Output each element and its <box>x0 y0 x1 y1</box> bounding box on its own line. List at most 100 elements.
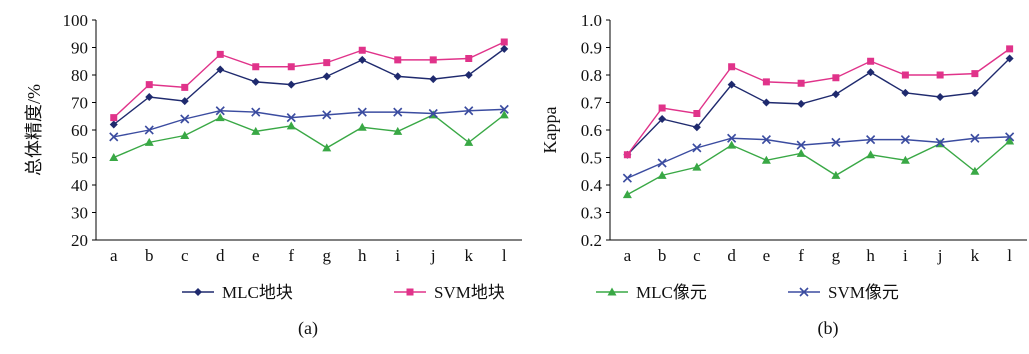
panel-a-data-point <box>322 110 332 120</box>
panel-b-x-tick-label: k <box>971 246 980 265</box>
panel-a-x-tick-label: c <box>181 246 189 265</box>
panel-a-data-point <box>110 114 118 122</box>
panel-b-y-tick-label: 0.5 <box>581 149 602 168</box>
panel-a-y-tick-label: 60 <box>71 121 88 140</box>
panel-a-y-tick-label: 100 <box>63 11 89 30</box>
panel-b-x-tick-label: g <box>832 246 841 265</box>
panel-b-data-point <box>901 88 910 97</box>
panel-b-data-point <box>901 71 909 79</box>
panel-a-data-point <box>144 125 154 135</box>
panel-a-data-point <box>322 72 331 81</box>
panel-b-data-point <box>658 104 666 112</box>
panel-b-data-point <box>900 155 910 164</box>
panel-b-data-point <box>727 140 737 149</box>
panel-b-x-tick-label: c <box>693 246 701 265</box>
panel-b-data-point <box>658 115 667 123</box>
panel-b-x-tick-label: f <box>798 246 804 265</box>
panel-b-data-point <box>796 148 806 157</box>
panel-a-x-tick-label: g <box>323 246 332 265</box>
legend-marker <box>607 287 617 296</box>
panel-a-data-point <box>357 122 367 131</box>
panel-a-data-point <box>465 55 473 62</box>
panel-b-series-line <box>626 58 1011 156</box>
panel-a-data-point <box>357 107 367 117</box>
panel-a-data-point <box>500 44 509 53</box>
panel-a-x-tick-label: b <box>145 246 154 265</box>
panel-a-data-point <box>322 143 332 152</box>
panel-a-data-point <box>144 137 154 146</box>
panel-a-y-tick-label: 90 <box>71 39 88 58</box>
panel-a-data-point <box>464 137 474 146</box>
panel-b-x-tick-label: b <box>658 246 667 265</box>
panel-b-y-tick-label: 0.4 <box>581 176 603 195</box>
panel-a-data-point <box>251 77 260 86</box>
panel-b-data-point <box>622 190 632 199</box>
panel-a-data-point <box>358 46 366 54</box>
panel-a-series-3 <box>109 110 509 161</box>
panel-a-x-tick-label: f <box>288 246 294 265</box>
panel-b-series-line <box>627 140 1011 196</box>
panel-b-data-point <box>657 170 667 179</box>
panel-b-data-point <box>867 57 875 65</box>
panel-a-x-tick-label: d <box>216 246 225 265</box>
panel-b-series-2 <box>623 45 1014 159</box>
panel-b-data-point <box>935 137 945 147</box>
panel-b-data-point <box>936 71 944 79</box>
panel-a-data-point <box>393 107 403 117</box>
panel-b-data-point <box>761 155 771 164</box>
legend-item: MLC像元 <box>596 283 707 302</box>
panel-b-data-point <box>693 110 701 117</box>
panel-b-data-point <box>970 88 979 97</box>
panel-b-series-3 <box>622 136 1015 199</box>
panel-b-data-point <box>657 158 667 168</box>
panel-a-data-point <box>286 113 296 123</box>
panel-a-y-tick-label: 40 <box>71 176 88 195</box>
panel-a-data-point <box>109 120 118 129</box>
panel-a-data-point <box>286 121 296 130</box>
panel-b-x-tick-label: h <box>866 246 875 265</box>
panel-a-panel-label: (a) <box>298 318 318 339</box>
panel-a-x-tick-label: j <box>430 246 436 265</box>
panel-b-y-tick-label: 0.3 <box>581 204 602 223</box>
panel-a-data-point <box>500 38 508 46</box>
panel-a-data-point <box>109 153 119 161</box>
legend-marker <box>194 288 202 296</box>
panel-a-data-point <box>180 97 189 106</box>
panel-b-data-point <box>797 79 805 87</box>
panel-b-x-tick-label: j <box>937 246 943 265</box>
panel-a-data-point <box>323 59 331 67</box>
panel-b-data-point <box>1005 136 1015 145</box>
panel-b-y-tick-label: 0.7 <box>581 94 603 113</box>
panel-a-series-1 <box>109 44 509 129</box>
panel-b-series-line <box>627 136 1010 179</box>
panel-a-data-point <box>109 132 119 142</box>
panel-b-panel-label: (b) <box>818 318 839 339</box>
panel-a-data-point <box>358 55 367 64</box>
panel-a-x-tick-label: a <box>110 246 118 265</box>
panel-b-data-point <box>866 135 876 145</box>
panel-b-data-point <box>728 63 736 71</box>
legend-label: MLC像元 <box>636 283 707 302</box>
legend-item: SVM地块 <box>394 283 505 302</box>
panel-a-x-tick-label: i <box>395 246 400 265</box>
panel-a-y-tick-label: 70 <box>71 94 88 113</box>
panel-b-data-point <box>831 90 840 99</box>
panel-b-data-point <box>796 140 806 150</box>
panel-a-data-point <box>429 75 438 84</box>
panel-b-data-point <box>970 133 980 143</box>
panel-b-data-point <box>762 98 771 107</box>
panel-b-data-point <box>866 150 876 159</box>
panel-a-data-point <box>216 50 224 58</box>
panel-b-data-point <box>727 133 737 143</box>
panel-a-data-point <box>215 106 225 116</box>
panel-a-data-point <box>251 107 261 117</box>
panel-b-chart: 0.2 0.3 0.4 0.5 0.6 0.7 0.8 0.9 1.0 a b c d e f g h i j k l K… <box>540 11 1027 339</box>
panel-b-data-point <box>1005 132 1015 142</box>
panel-a-data-point <box>181 83 189 91</box>
legend: MLC地块 SVM地块 MLC像元 SVM像元 <box>182 283 899 302</box>
panel-b-x-tick-label: l <box>1007 246 1012 265</box>
panel-b-series-line <box>626 48 1011 156</box>
panel-b-data-point <box>623 151 631 159</box>
panel-b-data-point <box>692 123 701 132</box>
